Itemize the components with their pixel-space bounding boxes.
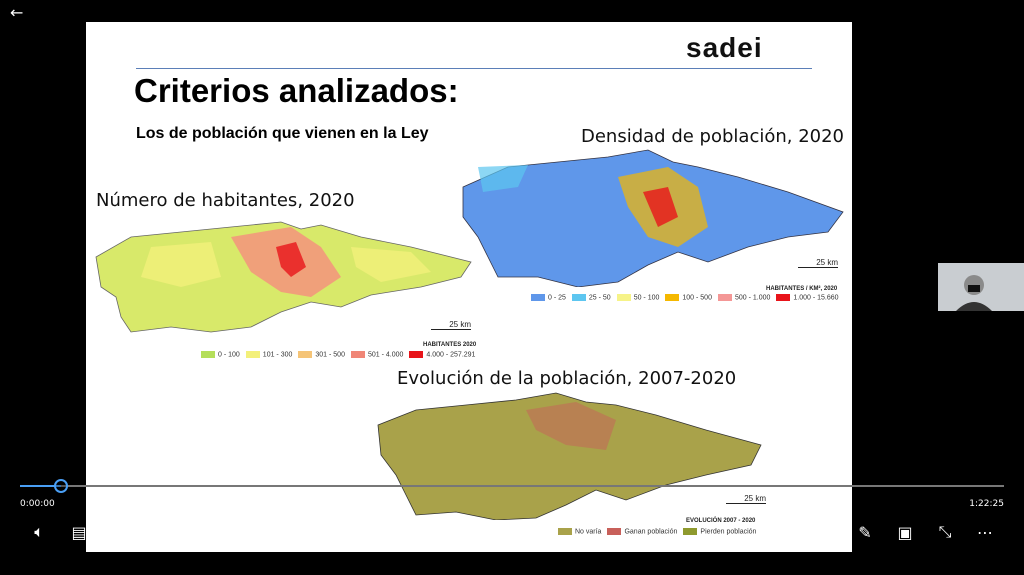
- seek-bar[interactable]: [20, 485, 1004, 487]
- legend-item: 25 - 50: [571, 294, 611, 301]
- skip-back-button[interactable]: ↺ 10: [466, 519, 478, 543]
- legend-item: 4.000 - 257.291: [409, 351, 475, 358]
- map-evolucion: [377, 392, 762, 520]
- legend-evolucion: No varía Ganan población Pierden poblaci…: [558, 528, 756, 535]
- skip-forward-button[interactable]: ↻ 30: [546, 519, 558, 543]
- more-options-icon[interactable]: ⋯: [977, 522, 993, 542]
- legend-item: 50 - 100: [616, 294, 659, 301]
- map-label-habitantes: Número de habitantes, 2020: [96, 190, 355, 211]
- pen-icon[interactable]: ✎: [858, 522, 872, 542]
- legend-item: No varía: [558, 528, 601, 535]
- slide-title: Criterios analizados:: [134, 72, 459, 109]
- presenter-icon: [956, 275, 992, 311]
- volume-icon[interactable]: 🔈︎: [34, 522, 44, 541]
- play-button[interactable]: ▷: [505, 522, 519, 542]
- presentation-slide: sadei Criterios analizados: Los de pobla…: [86, 22, 852, 552]
- slide-subtitle: Los de población que vienen en la Ley: [136, 125, 429, 142]
- total-time: 1:22:25: [969, 499, 1004, 509]
- legend-item: Ganan población: [607, 528, 677, 535]
- map-habitantes: [95, 221, 472, 333]
- legend-title: EVOLUCIÓN 2007 - 2020: [686, 518, 756, 524]
- legend-item: 100 - 500: [665, 294, 712, 301]
- back-arrow-icon[interactable]: ←: [10, 3, 24, 22]
- legend-densidad: 0 - 25 25 - 50 50 - 100 100 - 500 500 - …: [531, 294, 839, 301]
- sadei-logo: sadei: [686, 32, 763, 63]
- seek-thumb[interactable]: [54, 479, 69, 493]
- legend-habitantes: 0 - 100 101 - 300 301 - 500 501 - 4.000 …: [201, 351, 475, 358]
- legend-item: 0 - 25: [531, 294, 566, 301]
- legend-item: 0 - 100: [201, 351, 240, 358]
- legend-item: 101 - 300: [245, 351, 292, 358]
- scale-bar: 25 km: [726, 494, 766, 504]
- map-label-evolucion: Evolución de la población, 2007-2020: [397, 368, 737, 389]
- legend-item: 501 - 4.000: [350, 351, 403, 358]
- legend-title: HABITANTES / KM², 2020: [766, 286, 838, 292]
- legend-title: HABITANTES 2020: [423, 342, 477, 348]
- map-densidad: [462, 149, 844, 287]
- webcam-thumbnail: [938, 263, 1024, 311]
- divider: [136, 68, 812, 69]
- legend-item: 1.000 - 15.660: [776, 294, 839, 301]
- current-time: 0:00:00: [20, 499, 55, 509]
- legend-item: 301 - 500: [298, 351, 345, 358]
- captions-icon[interactable]: ▤: [71, 522, 87, 542]
- legend-item: Pierden población: [683, 528, 756, 535]
- map-label-densidad: Densidad de población, 2020: [581, 126, 845, 147]
- legend-item: 500 - 1.000: [717, 294, 770, 301]
- mini-view-icon[interactable]: ▣: [897, 522, 913, 542]
- scale-bar: 25 km: [798, 258, 838, 268]
- exit-fullscreen-icon[interactable]: ⤡: [938, 522, 952, 541]
- scale-bar: 25 km: [431, 320, 471, 330]
